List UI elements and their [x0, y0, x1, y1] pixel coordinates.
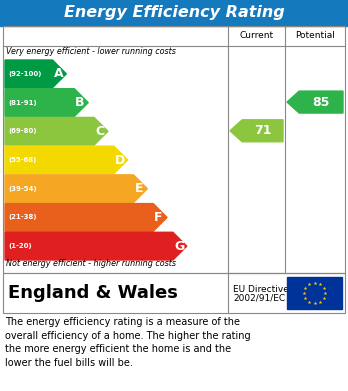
- Text: F: F: [154, 211, 163, 224]
- Polygon shape: [5, 117, 108, 145]
- Bar: [0, 0, 348, 26]
- Text: 85: 85: [313, 95, 330, 109]
- Text: Energy Efficiency Rating: Energy Efficiency Rating: [64, 5, 284, 20]
- Bar: [3, 26, 345, 273]
- Polygon shape: [230, 120, 283, 142]
- Text: C: C: [95, 125, 104, 138]
- Text: G: G: [174, 240, 184, 253]
- Text: E: E: [134, 182, 143, 195]
- Polygon shape: [5, 232, 187, 260]
- Text: The energy efficiency rating is a measure of the
overall efficiency of a home. T: The energy efficiency rating is a measur…: [5, 317, 251, 368]
- Text: Very energy efficient - lower running costs: Very energy efficient - lower running co…: [6, 47, 176, 56]
- Polygon shape: [5, 146, 128, 174]
- Text: (21-38): (21-38): [8, 214, 37, 221]
- Text: (92-100): (92-100): [8, 71, 41, 77]
- Text: (81-91): (81-91): [8, 100, 37, 106]
- Text: England & Wales: England & Wales: [8, 284, 178, 302]
- Text: (55-68): (55-68): [8, 157, 36, 163]
- Text: (69-80): (69-80): [8, 128, 37, 134]
- Text: Current: Current: [239, 32, 274, 41]
- Bar: [3, 273, 345, 313]
- Text: 2002/91/EC: 2002/91/EC: [233, 294, 285, 303]
- Bar: [287, 277, 342, 309]
- Text: B: B: [76, 96, 85, 109]
- Text: Not energy efficient - higher running costs: Not energy efficient - higher running co…: [6, 259, 176, 268]
- Text: A: A: [54, 67, 63, 81]
- Polygon shape: [5, 60, 66, 88]
- Polygon shape: [5, 204, 167, 231]
- Polygon shape: [5, 175, 147, 203]
- Text: D: D: [115, 154, 125, 167]
- Polygon shape: [287, 91, 343, 113]
- Polygon shape: [5, 89, 88, 117]
- Text: 71: 71: [254, 124, 271, 137]
- Text: Potential: Potential: [295, 32, 335, 41]
- Text: (39-54): (39-54): [8, 186, 37, 192]
- Text: EU Directive: EU Directive: [233, 285, 289, 294]
- Text: (1-20): (1-20): [8, 243, 32, 249]
